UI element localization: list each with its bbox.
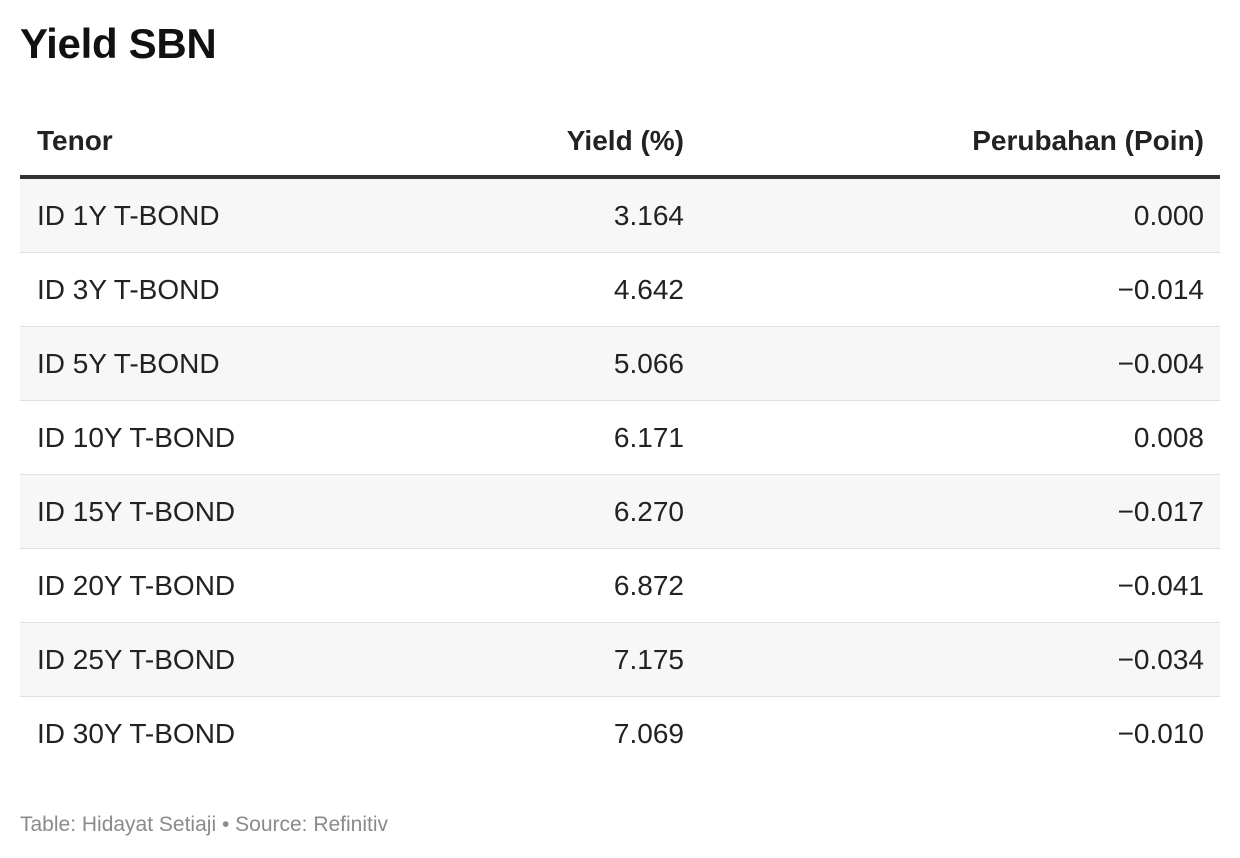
yield-table: Tenor Yield (%) Perubahan (Poin) ID 1Y T… <box>20 107 1220 771</box>
tenor-cell: ID 5Y T-BOND <box>37 347 220 379</box>
table-row: ID 15Y T-BOND 6.270 −0.017 <box>20 475 1220 549</box>
tenor-cell: ID 1Y T-BOND <box>37 199 220 231</box>
column-header-change: Perubahan (Poin) <box>972 125 1204 156</box>
table-row: ID 30Y T-BOND 7.069 −0.010 <box>20 697 1220 771</box>
table-row: ID 25Y T-BOND 7.175 −0.034 <box>20 623 1220 697</box>
yield-cell: 7.175 <box>613 643 684 675</box>
yield-cell: 6.270 <box>613 495 684 527</box>
table-title: Yield SBN <box>20 20 217 67</box>
change-cell: −0.004 <box>1117 347 1204 379</box>
yield-cell: 4.642 <box>613 273 684 305</box>
table-header-row: Tenor Yield (%) Perubahan (Poin) <box>20 107 1220 179</box>
tenor-cell: ID 30Y T-BOND <box>37 718 236 749</box>
change-cell: 0.008 <box>1133 421 1204 453</box>
table-footer-credit: Table: Hidayat Setiaji • Source: Refinit… <box>20 813 389 836</box>
change-cell: −0.017 <box>1117 495 1204 527</box>
change-cell: −0.041 <box>1117 569 1204 601</box>
change-cell: −0.010 <box>1117 718 1204 749</box>
yield-cell: 5.066 <box>613 347 684 379</box>
table-body: ID 1Y T-BOND 3.164 0.000 ID 3Y T-BOND 4.642 −… <box>20 179 1220 771</box>
tenor-cell: ID 20Y T-BOND <box>37 569 236 601</box>
table-row: ID 3Y T-BOND 4.642 −0.014 <box>20 253 1220 327</box>
tenor-cell: ID 25Y T-BOND <box>37 643 236 675</box>
change-cell: 0.000 <box>1133 199 1204 231</box>
yield-cell: 3.164 <box>613 199 684 231</box>
tenor-cell: ID 15Y T-BOND <box>37 495 236 527</box>
table-row: ID 20Y T-BOND 6.872 −0.041 <box>20 549 1220 623</box>
yield-cell: 6.171 <box>613 421 684 453</box>
tenor-cell: ID 10Y T-BOND <box>37 421 236 453</box>
yield-cell: 6.872 <box>613 569 684 601</box>
tenor-cell: ID 3Y T-BOND <box>37 273 220 305</box>
column-header-yield: Yield (%) <box>566 125 684 156</box>
change-cell: −0.034 <box>1117 643 1204 675</box>
yield-cell: 7.069 <box>613 718 684 749</box>
table-row: ID 10Y T-BOND 6.171 0.008 <box>20 401 1220 475</box>
table-row: ID 5Y T-BOND 5.066 −0.004 <box>20 327 1220 401</box>
change-cell: −0.014 <box>1117 273 1204 305</box>
column-header-tenor: Tenor <box>37 125 113 156</box>
table-row: ID 1Y T-BOND 3.164 0.000 <box>20 179 1220 253</box>
